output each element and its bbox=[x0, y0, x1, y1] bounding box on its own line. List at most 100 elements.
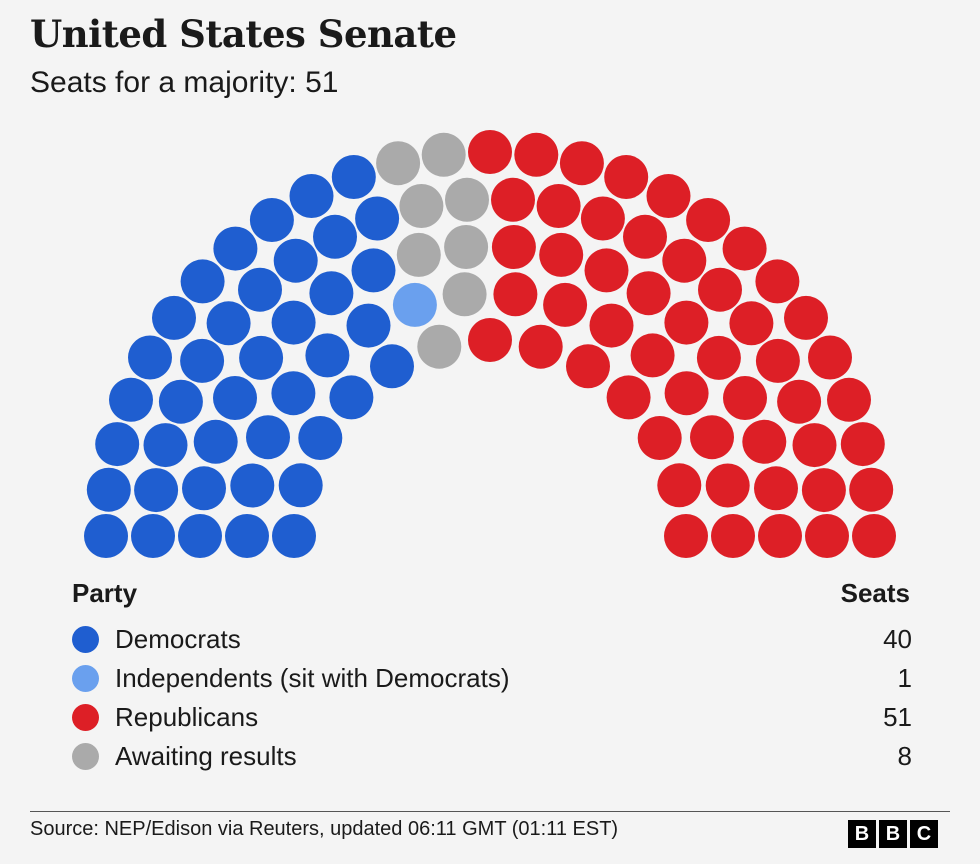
seat-republicans bbox=[657, 463, 702, 508]
seat-republicans bbox=[604, 155, 649, 199]
seat-democrats bbox=[313, 214, 357, 259]
seat-republicans bbox=[536, 184, 581, 228]
seat-democrats bbox=[84, 514, 128, 558]
seat-republicans bbox=[543, 282, 588, 327]
seat-republicans bbox=[630, 333, 675, 378]
seat-republicans bbox=[690, 415, 734, 460]
seat-democrats bbox=[152, 295, 196, 340]
seat-republicans bbox=[792, 423, 837, 468]
seat-republicans bbox=[784, 295, 828, 340]
seat-democrats bbox=[246, 415, 290, 460]
seat-republicans bbox=[566, 344, 610, 389]
seat-democrats bbox=[134, 468, 179, 513]
seat-awaiting bbox=[421, 132, 466, 177]
seat-republicans bbox=[468, 318, 512, 362]
seat-independents bbox=[392, 282, 437, 327]
bbc-logo-block: B bbox=[879, 820, 907, 848]
legend-label: Democrats bbox=[115, 623, 241, 654]
seat-awaiting bbox=[445, 177, 489, 222]
seat-democrats bbox=[182, 466, 226, 511]
seat-awaiting bbox=[396, 232, 441, 277]
seat-republicans bbox=[491, 177, 535, 222]
seat-republicans bbox=[705, 463, 750, 508]
seat-democrats bbox=[309, 271, 354, 316]
legend-seats-value: 40 bbox=[883, 623, 912, 654]
legend-row-democrats: Democrats 40 bbox=[72, 622, 912, 656]
seat-awaiting bbox=[444, 225, 489, 269]
seat-republicans bbox=[852, 514, 896, 558]
seat-democrats bbox=[213, 376, 257, 420]
seat-republicans bbox=[754, 466, 798, 511]
seat-democrats bbox=[180, 338, 225, 383]
seat-republicans bbox=[742, 419, 787, 464]
seat-democrats bbox=[95, 422, 140, 467]
seat-republicans bbox=[758, 514, 802, 558]
source-note: Source: NEP/Edison via Reuters, updated … bbox=[30, 818, 619, 840]
seat-democrats bbox=[180, 259, 225, 304]
seat-republicans bbox=[539, 232, 584, 277]
seat-republicans bbox=[723, 376, 767, 420]
seat-democrats bbox=[271, 371, 316, 416]
seat-republicans bbox=[801, 468, 846, 513]
seat-republicans bbox=[698, 267, 742, 312]
seat-republicans bbox=[662, 238, 707, 283]
legend-seats-value: 1 bbox=[897, 662, 912, 693]
seat-republicans bbox=[518, 324, 563, 369]
seat-democrats bbox=[193, 419, 238, 464]
seat-republicans bbox=[646, 174, 691, 218]
seat-republicans bbox=[664, 300, 709, 345]
seat-democrats bbox=[271, 300, 316, 345]
seat-democrats bbox=[158, 379, 203, 424]
seat-democrats bbox=[329, 375, 374, 420]
seat-democrats bbox=[298, 416, 343, 460]
seat-republicans bbox=[755, 338, 800, 383]
legend-row-independents: Independents (sit with Democrats) 1 bbox=[72, 661, 912, 695]
seat-democrats bbox=[331, 155, 376, 199]
seat-democrats bbox=[273, 238, 318, 283]
legend-dot-republicans bbox=[72, 703, 99, 731]
seat-awaiting bbox=[442, 272, 487, 317]
seat-republicans bbox=[696, 335, 741, 380]
seat-republicans bbox=[840, 422, 885, 467]
legend-row-republicans: Republicans 51 bbox=[72, 700, 912, 734]
seat-democrats bbox=[305, 333, 350, 378]
seat-republicans bbox=[491, 225, 536, 269]
seat-democrats bbox=[351, 248, 396, 293]
seat-democrats bbox=[225, 514, 269, 558]
seat-democrats bbox=[346, 303, 391, 348]
seat-republicans bbox=[686, 198, 731, 242]
seat-republicans bbox=[584, 248, 629, 293]
seat-awaiting bbox=[399, 184, 444, 228]
seat-republicans bbox=[637, 416, 682, 460]
seat-republicans bbox=[808, 335, 852, 380]
seat-democrats bbox=[355, 196, 400, 241]
legend-dot-awaiting bbox=[72, 742, 99, 770]
legend-seats-value: 51 bbox=[883, 701, 912, 732]
seat-republicans bbox=[729, 301, 774, 346]
footer-divider bbox=[30, 811, 950, 812]
bbc-logo-block: B bbox=[848, 820, 876, 848]
seat-republicans bbox=[606, 375, 651, 420]
seat-republicans bbox=[755, 259, 800, 304]
seat-republicans bbox=[468, 130, 512, 174]
seat-democrats bbox=[109, 377, 153, 422]
seat-democrats bbox=[272, 514, 316, 558]
seat-awaiting bbox=[376, 141, 421, 186]
legend-dot-democrats bbox=[72, 625, 99, 653]
seat-republicans bbox=[664, 371, 709, 416]
legend-seats-value: 8 bbox=[897, 740, 912, 771]
legend-label: Awaiting results bbox=[115, 740, 297, 771]
seat-democrats bbox=[289, 174, 334, 218]
chart-subtitle: Seats for a majority: 51 bbox=[30, 66, 339, 99]
seat-republicans bbox=[626, 271, 671, 316]
seat-republicans bbox=[623, 214, 667, 259]
seat-democrats bbox=[131, 514, 175, 558]
legend-party-heading: Party bbox=[72, 578, 138, 608]
legend-row-awaiting: Awaiting results 8 bbox=[72, 739, 912, 773]
seat-republicans bbox=[559, 141, 604, 186]
seat-republicans bbox=[805, 514, 849, 558]
seat-democrats bbox=[249, 198, 294, 242]
seat-republicans bbox=[777, 379, 822, 424]
chart-title: United States Senate bbox=[30, 12, 457, 56]
legend-seats-heading: Seats bbox=[840, 578, 910, 608]
